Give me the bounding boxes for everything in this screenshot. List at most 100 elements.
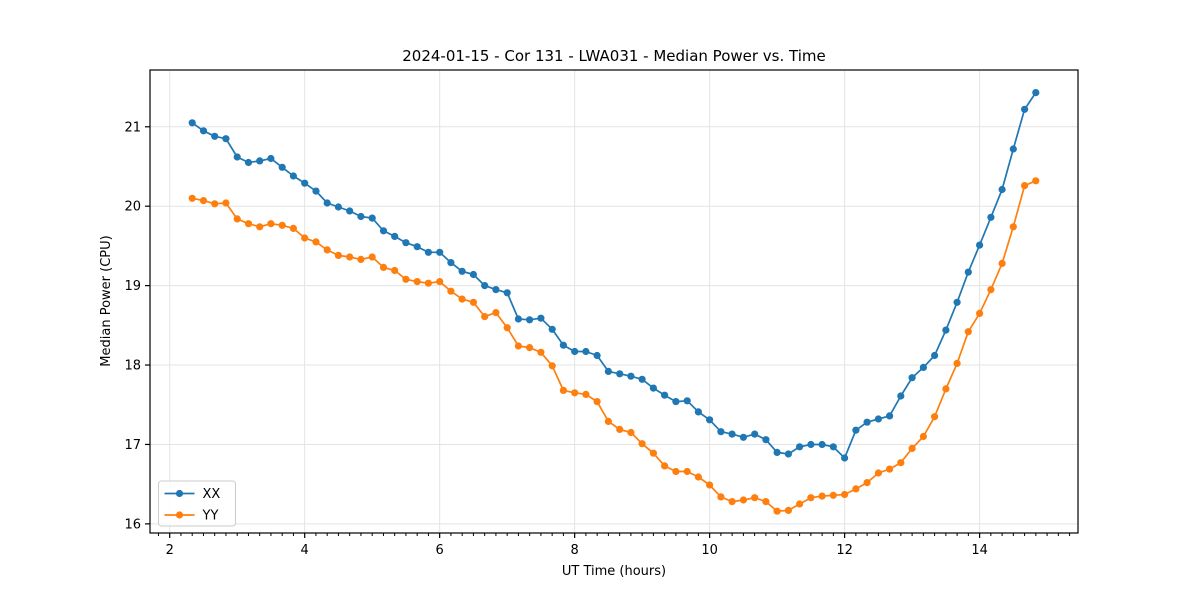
series-marker-YY xyxy=(571,389,579,397)
series-marker-XX xyxy=(233,153,241,161)
y-tick-label: 20 xyxy=(124,200,141,215)
series-marker-XX xyxy=(492,286,500,294)
series-marker-XX xyxy=(436,248,444,256)
series-marker-YY xyxy=(762,498,770,506)
series-marker-XX xyxy=(346,207,354,215)
series-marker-XX xyxy=(481,282,489,290)
x-tick-label: 2 xyxy=(166,543,174,558)
series-marker-YY xyxy=(334,251,342,259)
series-marker-XX xyxy=(211,132,219,140)
series-marker-XX xyxy=(289,172,297,180)
series-marker-YY xyxy=(852,485,860,493)
y-axis-label: Median Power (CPU) xyxy=(99,235,114,366)
series-marker-XX xyxy=(312,187,320,195)
series-marker-XX xyxy=(931,351,939,360)
series-marker-XX xyxy=(1021,105,1029,113)
series-marker-XX xyxy=(638,375,646,383)
series-marker-YY xyxy=(784,506,793,514)
series-marker-XX xyxy=(751,430,759,438)
series-marker-XX xyxy=(548,325,556,333)
series-marker-XX xyxy=(717,428,725,436)
series-marker-YY xyxy=(604,417,613,425)
series-marker-YY xyxy=(346,253,354,261)
series-marker-YY xyxy=(818,492,826,500)
series-marker-YY xyxy=(1032,177,1040,185)
series-marker-XX xyxy=(919,363,928,371)
series-marker-YY xyxy=(323,246,331,254)
series-marker-YY xyxy=(447,287,455,295)
series-marker-YY xyxy=(278,221,286,229)
series-marker-YY xyxy=(559,386,568,394)
series-marker-XX xyxy=(267,154,275,163)
series-marker-XX xyxy=(627,372,635,380)
series-marker-XX xyxy=(773,448,781,456)
series-marker-XX xyxy=(514,315,523,323)
series-marker-XX xyxy=(559,341,568,349)
series-marker-XX xyxy=(503,289,511,297)
series-marker-XX xyxy=(323,199,331,207)
series-marker-XX xyxy=(807,440,815,449)
series-marker-YY xyxy=(694,473,703,481)
series-marker-XX xyxy=(278,163,286,171)
series-marker-YY xyxy=(953,359,961,367)
series-marker-YY xyxy=(267,220,275,228)
x-tick-label: 8 xyxy=(571,543,579,558)
series-marker-YY xyxy=(514,342,523,350)
series-marker-YY xyxy=(649,449,658,457)
plot-border xyxy=(149,69,1079,534)
series-marker-YY xyxy=(942,385,950,393)
series-marker-YY xyxy=(402,275,410,283)
series-marker-YY xyxy=(919,432,928,441)
series-marker-XX xyxy=(188,119,196,127)
series-marker-YY xyxy=(503,324,511,332)
series-marker-YY xyxy=(481,313,489,321)
series-marker-XX xyxy=(953,298,961,306)
series-marker-YY xyxy=(368,253,376,261)
series-marker-XX xyxy=(852,426,860,434)
series-marker-XX xyxy=(672,398,680,406)
series-marker-YY xyxy=(773,507,781,515)
series-marker-YY xyxy=(582,390,590,398)
series-marker-YY xyxy=(379,263,388,271)
series-marker-YY xyxy=(469,298,477,306)
series-marker-XX xyxy=(222,135,230,143)
series-marker-XX xyxy=(244,158,253,167)
series-marker-YY xyxy=(672,467,680,476)
series-marker-YY xyxy=(548,362,556,370)
series-marker-XX xyxy=(526,316,534,324)
series-marker-YY xyxy=(897,459,905,467)
series-marker-XX xyxy=(458,267,466,275)
series-marker-XX xyxy=(357,212,365,221)
series-marker-YY xyxy=(222,199,230,207)
series-marker-YY xyxy=(188,194,196,202)
series-marker-YY xyxy=(829,491,837,499)
series-marker-XX xyxy=(379,227,388,235)
series-marker-XX xyxy=(784,450,793,458)
series-marker-XX xyxy=(402,239,410,247)
series-line-XX xyxy=(191,92,1037,459)
series-marker-XX xyxy=(796,443,804,451)
series-marker-XX xyxy=(649,384,658,392)
series-marker-YY xyxy=(638,440,646,448)
series-marker-XX xyxy=(818,440,826,449)
series-marker-YY xyxy=(998,259,1006,267)
series-marker-XX xyxy=(841,454,849,462)
x-axis-label: UT Time (hours) xyxy=(562,564,666,579)
series-marker-XX xyxy=(683,397,691,405)
chart-title: 2024-01-15 - Cor 131 - LWA031 - Median P… xyxy=(402,47,826,65)
series-marker-XX xyxy=(424,248,432,256)
y-tick-label: 16 xyxy=(124,517,141,532)
series-marker-YY xyxy=(863,479,871,487)
y-tick-label: 17 xyxy=(124,438,141,453)
series-marker-XX xyxy=(1009,145,1017,153)
series-marker-YY xyxy=(886,465,894,473)
series-marker-XX xyxy=(537,314,545,322)
series-marker-XX xyxy=(874,415,883,423)
series-marker-XX xyxy=(199,127,208,135)
legend-box xyxy=(158,480,236,527)
series-marker-XX xyxy=(616,370,624,378)
series-marker-XX xyxy=(447,259,455,267)
series-marker-XX xyxy=(728,430,736,438)
legend-label-XX: XX xyxy=(203,487,221,502)
